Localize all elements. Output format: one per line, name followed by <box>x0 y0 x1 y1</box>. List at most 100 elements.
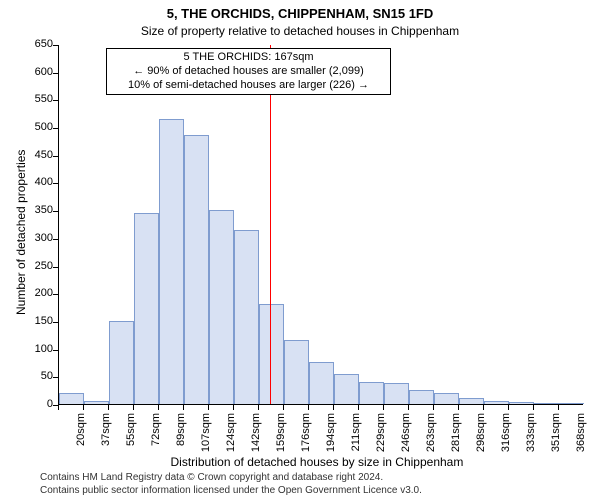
footer-line-1: Contains HM Land Registry data © Crown c… <box>40 472 383 483</box>
x-tick-label: 194sqm <box>325 413 337 457</box>
y-tick-mark <box>53 45 58 46</box>
x-tick-label: 246sqm <box>400 413 412 457</box>
x-tick-label: 107sqm <box>200 413 212 457</box>
annotation-line: ← 90% of detached houses are smaller (2,… <box>113 65 384 79</box>
x-tick-label: 211sqm <box>350 413 362 457</box>
y-tick-label: 500 <box>23 121 53 133</box>
y-tick-label: 650 <box>23 38 53 50</box>
x-tick-mark <box>458 405 459 410</box>
x-tick-mark <box>133 405 134 410</box>
plot-area <box>58 45 583 405</box>
annotation-line: 10% of semi-detached houses are larger (… <box>113 79 384 93</box>
histogram-bar <box>559 403 584 404</box>
y-tick-mark <box>53 294 58 295</box>
y-tick-mark <box>53 73 58 74</box>
histogram-bar <box>534 403 559 404</box>
x-tick-label: 72sqm <box>150 413 162 457</box>
y-tick-mark <box>53 211 58 212</box>
x-tick-mark <box>308 405 309 410</box>
x-tick-label: 124sqm <box>225 413 237 457</box>
histogram-bar <box>184 135 209 404</box>
y-tick-mark <box>53 322 58 323</box>
histogram-bar <box>134 213 159 404</box>
histogram-bar <box>309 362 334 404</box>
x-tick-label: 37sqm <box>100 413 112 457</box>
x-tick-label: 89sqm <box>175 413 187 457</box>
histogram-bar <box>59 393 84 404</box>
x-tick-label: 298sqm <box>475 413 487 457</box>
x-tick-label: 142sqm <box>250 413 262 457</box>
x-tick-mark <box>258 405 259 410</box>
y-tick-mark <box>53 100 58 101</box>
x-tick-mark <box>558 405 559 410</box>
y-tick-label: 250 <box>23 260 53 272</box>
x-tick-label: 316sqm <box>500 413 512 457</box>
x-tick-mark <box>108 405 109 410</box>
x-tick-mark <box>508 405 509 410</box>
y-tick-label: 0 <box>23 398 53 410</box>
y-tick-label: 400 <box>23 176 53 188</box>
x-tick-label: 281sqm <box>450 413 462 457</box>
x-tick-label: 368sqm <box>575 413 587 457</box>
x-tick-mark <box>483 405 484 410</box>
y-tick-label: 600 <box>23 66 53 78</box>
annotation-box: 5 THE ORCHIDS: 167sqm← 90% of detached h… <box>106 48 391 95</box>
annotation-line: 5 THE ORCHIDS: 167sqm <box>113 51 384 65</box>
histogram-chart: 5, THE ORCHIDS, CHIPPENHAM, SN15 1FD Siz… <box>0 0 600 500</box>
x-tick-mark <box>233 405 234 410</box>
y-tick-label: 350 <box>23 204 53 216</box>
y-tick-label: 300 <box>23 232 53 244</box>
x-tick-label: 55sqm <box>125 413 137 457</box>
y-tick-mark <box>53 156 58 157</box>
histogram-bar <box>209 210 234 404</box>
y-tick-mark <box>53 350 58 351</box>
histogram-bar <box>259 304 284 404</box>
x-tick-mark <box>283 405 284 410</box>
footer-line-2: Contains public sector information licen… <box>40 485 422 496</box>
histogram-bar <box>109 321 134 404</box>
chart-title: 5, THE ORCHIDS, CHIPPENHAM, SN15 1FD <box>0 6 600 21</box>
x-tick-mark <box>533 405 534 410</box>
y-tick-label: 200 <box>23 287 53 299</box>
x-tick-mark <box>83 405 84 410</box>
histogram-bar <box>484 401 509 404</box>
x-tick-label: 20sqm <box>75 413 87 457</box>
reference-line <box>270 45 271 404</box>
y-tick-mark <box>53 267 58 268</box>
y-tick-label: 100 <box>23 343 53 355</box>
histogram-bar <box>84 401 109 404</box>
x-tick-mark <box>433 405 434 410</box>
histogram-bar <box>384 383 409 404</box>
histogram-bar <box>159 119 184 404</box>
histogram-bar <box>359 382 384 404</box>
histogram-bar <box>284 340 309 404</box>
x-tick-mark <box>208 405 209 410</box>
y-tick-label: 550 <box>23 93 53 105</box>
x-tick-mark <box>183 405 184 410</box>
histogram-bar <box>334 374 359 404</box>
x-tick-mark <box>158 405 159 410</box>
x-tick-mark <box>58 405 59 410</box>
x-tick-mark <box>408 405 409 410</box>
x-tick-label: 263sqm <box>425 413 437 457</box>
histogram-bar <box>434 393 459 404</box>
x-tick-mark <box>383 405 384 410</box>
x-tick-label: 176sqm <box>300 413 312 457</box>
y-tick-mark <box>53 377 58 378</box>
histogram-bar <box>509 402 534 404</box>
y-tick-label: 50 <box>23 370 53 382</box>
x-tick-label: 229sqm <box>375 413 387 457</box>
x-axis-label: Distribution of detached houses by size … <box>171 455 464 469</box>
x-tick-label: 159sqm <box>275 413 287 457</box>
x-tick-mark <box>333 405 334 410</box>
x-tick-label: 351sqm <box>550 413 562 457</box>
y-tick-label: 150 <box>23 315 53 327</box>
histogram-bar <box>234 230 259 404</box>
histogram-bar <box>459 398 484 404</box>
y-tick-mark <box>53 128 58 129</box>
chart-subtitle: Size of property relative to detached ho… <box>0 24 600 38</box>
histogram-bar <box>409 390 434 404</box>
y-tick-label: 450 <box>23 149 53 161</box>
y-tick-mark <box>53 183 58 184</box>
x-tick-label: 333sqm <box>525 413 537 457</box>
